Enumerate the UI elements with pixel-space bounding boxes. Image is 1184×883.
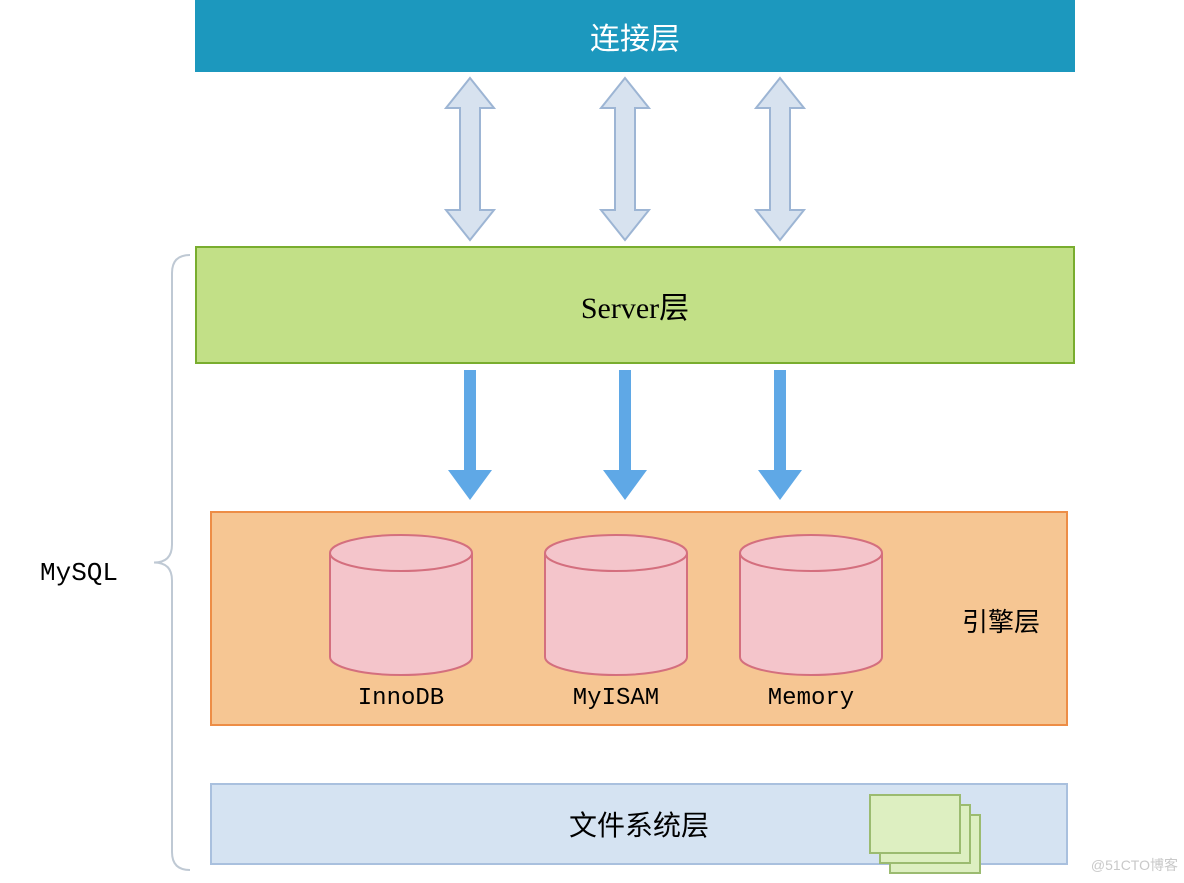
cylinder-label: MyISAM [545, 685, 687, 712]
cylinder-memory: Memory [740, 535, 882, 698]
down-arrows [0, 0, 1184, 879]
watermark: @51CTO博客 [1091, 855, 1178, 875]
cylinder-innodb: InnoDB [330, 535, 472, 698]
cylinder-label: InnoDB [330, 685, 472, 712]
cylinder-label: Memory [740, 685, 882, 712]
cylinder-myisam: MyISAM [545, 535, 687, 698]
file-stack-icon [870, 795, 990, 883]
